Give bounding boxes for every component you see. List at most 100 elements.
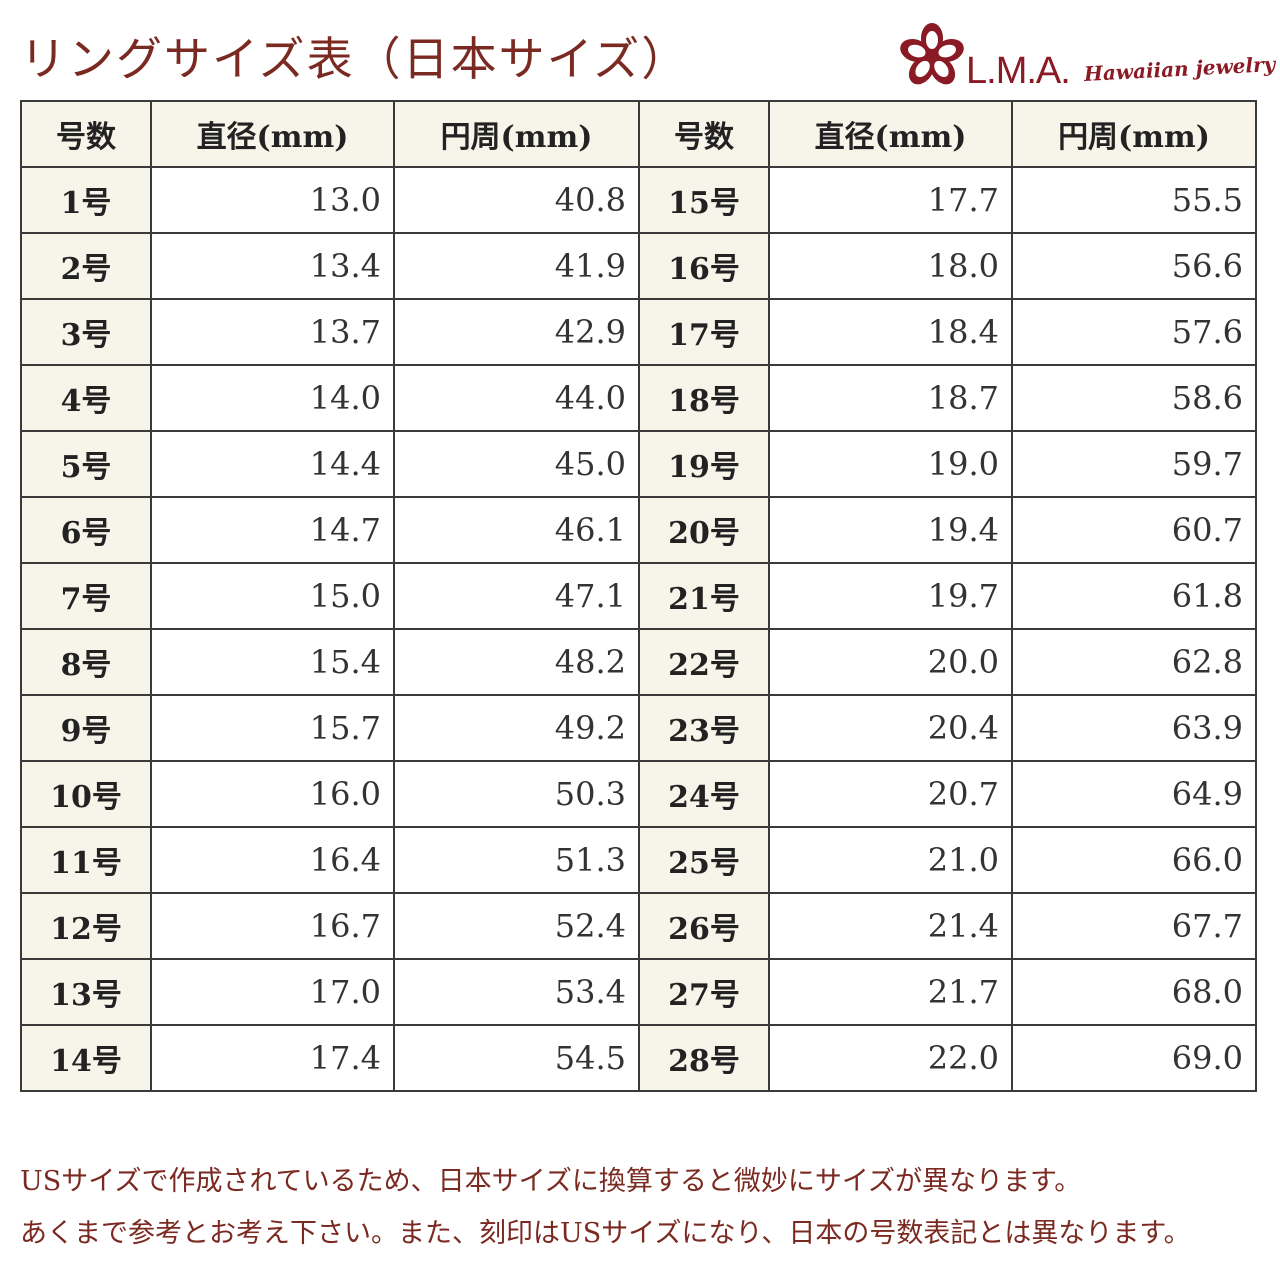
header-circumference: 円周(mm) (393, 100, 640, 168)
circumference-cell: 45.0 (393, 430, 640, 498)
size-number-cell: 22号 (638, 628, 770, 696)
circumference-cell: 68.0 (1011, 958, 1257, 1026)
table-row: 2号 13.4 41.9 16号 18.0 56.6 (20, 232, 1257, 300)
circumference-cell: 46.1 (393, 496, 640, 564)
header-circumference: 円周(mm) (1011, 100, 1257, 168)
table-row: 3号 13.7 42.9 17号 18.4 57.6 (20, 298, 1257, 366)
diameter-cell: 20.0 (768, 628, 1013, 696)
size-number-cell: 5号 (20, 430, 152, 498)
footnote: USサイズで作成されているため、日本サイズに換算すると微妙にサイズが異なります。 (20, 1166, 1082, 1197)
circumference-cell: 64.9 (1011, 760, 1257, 828)
diameter-cell: 15.4 (150, 628, 395, 696)
diameter-cell: 20.7 (768, 760, 1013, 828)
size-number-cell: 19号 (638, 430, 770, 498)
size-number-cell: 8号 (20, 628, 152, 696)
ring-size-table: 号数 直径(mm) 円周(mm) 号数 直径(mm) 円周(mm) 1号 13.… (20, 100, 1257, 1092)
circumference-cell: 67.7 (1011, 892, 1257, 960)
diameter-cell: 18.4 (768, 298, 1013, 366)
diameter-cell: 21.7 (768, 958, 1013, 1026)
logo-subtitle: Hawaiian jewelry (1083, 52, 1276, 86)
header-size-number: 号数 (638, 100, 770, 168)
header-diameter: 直径(mm) (150, 100, 395, 168)
diameter-cell: 19.0 (768, 430, 1013, 498)
table-row: 14号 17.4 54.5 28号 22.0 69.0 (20, 1024, 1257, 1092)
brand-logo: L.M.A. Hawaiian jewelry (896, 22, 1276, 92)
diameter-cell: 18.0 (768, 232, 1013, 300)
table-row: 5号 14.4 45.0 19号 19.0 59.7 (20, 430, 1257, 498)
size-number-cell: 27号 (638, 958, 770, 1026)
diameter-cell: 22.0 (768, 1024, 1013, 1092)
diameter-cell: 17.0 (150, 958, 395, 1026)
circumference-cell: 59.7 (1011, 430, 1257, 498)
circumference-cell: 69.0 (1011, 1024, 1257, 1092)
diameter-cell: 21.4 (768, 892, 1013, 960)
size-number-cell: 21号 (638, 562, 770, 630)
diameter-cell: 18.7 (768, 364, 1013, 432)
table-row: 8号 15.4 48.2 22号 20.0 62.8 (20, 628, 1257, 696)
table-row: 11号 16.4 51.3 25号 21.0 66.0 (20, 826, 1257, 894)
table-row: 10号 16.0 50.3 24号 20.7 64.9 (20, 760, 1257, 828)
circumference-cell: 53.4 (393, 958, 640, 1026)
size-number-cell: 6号 (20, 496, 152, 564)
size-number-cell: 20号 (638, 496, 770, 564)
circumference-cell: 55.5 (1011, 166, 1257, 234)
footnote: あくまで参考とお考え下さい。また、刻印はUSサイズになり、日本の号数表記とは異な… (20, 1218, 1191, 1249)
diameter-cell: 14.0 (150, 364, 395, 432)
circumference-cell: 60.7 (1011, 496, 1257, 564)
size-number-cell: 18号 (638, 364, 770, 432)
circumference-cell: 41.9 (393, 232, 640, 300)
diameter-cell: 14.4 (150, 430, 395, 498)
size-number-cell: 14号 (20, 1024, 152, 1092)
diameter-cell: 15.7 (150, 694, 395, 762)
table-row: 13号 17.0 53.4 27号 21.7 68.0 (20, 958, 1257, 1026)
circumference-cell: 40.8 (393, 166, 640, 234)
table-header-row: 号数 直径(mm) 円周(mm) 号数 直径(mm) 円周(mm) (20, 100, 1257, 168)
circumference-cell: 61.8 (1011, 562, 1257, 630)
diameter-cell: 19.4 (768, 496, 1013, 564)
circumference-cell: 54.5 (393, 1024, 640, 1092)
size-number-cell: 12号 (20, 892, 152, 960)
header-size-number: 号数 (20, 100, 152, 168)
circumference-cell: 50.3 (393, 760, 640, 828)
size-number-cell: 9号 (20, 694, 152, 762)
size-number-cell: 28号 (638, 1024, 770, 1092)
size-number-cell: 26号 (638, 892, 770, 960)
table-row: 1号 13.0 40.8 15号 17.7 55.5 (20, 166, 1257, 234)
table-row: 7号 15.0 47.1 21号 19.7 61.8 (20, 562, 1257, 630)
size-number-cell: 17号 (638, 298, 770, 366)
diameter-cell: 16.7 (150, 892, 395, 960)
table-row: 4号 14.0 44.0 18号 18.7 58.6 (20, 364, 1257, 432)
size-number-cell: 2号 (20, 232, 152, 300)
size-number-cell: 15号 (638, 166, 770, 234)
circumference-cell: 52.4 (393, 892, 640, 960)
diameter-cell: 13.7 (150, 298, 395, 366)
size-number-cell: 13号 (20, 958, 152, 1026)
diameter-cell: 13.4 (150, 232, 395, 300)
table-row: 9号 15.7 49.2 23号 20.4 63.9 (20, 694, 1257, 762)
size-number-cell: 4号 (20, 364, 152, 432)
size-number-cell: 10号 (20, 760, 152, 828)
size-number-cell: 16号 (638, 232, 770, 300)
circumference-cell: 62.8 (1011, 628, 1257, 696)
circumference-cell: 42.9 (393, 298, 640, 366)
diameter-cell: 14.7 (150, 496, 395, 564)
diameter-cell: 20.4 (768, 694, 1013, 762)
header-diameter: 直径(mm) (768, 100, 1013, 168)
table-row: 6号 14.7 46.1 20号 19.4 60.7 (20, 496, 1257, 564)
circumference-cell: 57.6 (1011, 298, 1257, 366)
table-row: 12号 16.7 52.4 26号 21.4 67.7 (20, 892, 1257, 960)
size-number-cell: 11号 (20, 826, 152, 894)
diameter-cell: 16.0 (150, 760, 395, 828)
diameter-cell: 13.0 (150, 166, 395, 234)
circumference-cell: 49.2 (393, 694, 640, 762)
circumference-cell: 48.2 (393, 628, 640, 696)
diameter-cell: 15.0 (150, 562, 395, 630)
diameter-cell: 21.0 (768, 826, 1013, 894)
page-title: リングサイズ表（日本サイズ） (20, 32, 690, 86)
circumference-cell: 44.0 (393, 364, 640, 432)
diameter-cell: 17.7 (768, 166, 1013, 234)
circumference-cell: 47.1 (393, 562, 640, 630)
diameter-cell: 17.4 (150, 1024, 395, 1092)
circumference-cell: 66.0 (1011, 826, 1257, 894)
circumference-cell: 63.9 (1011, 694, 1257, 762)
